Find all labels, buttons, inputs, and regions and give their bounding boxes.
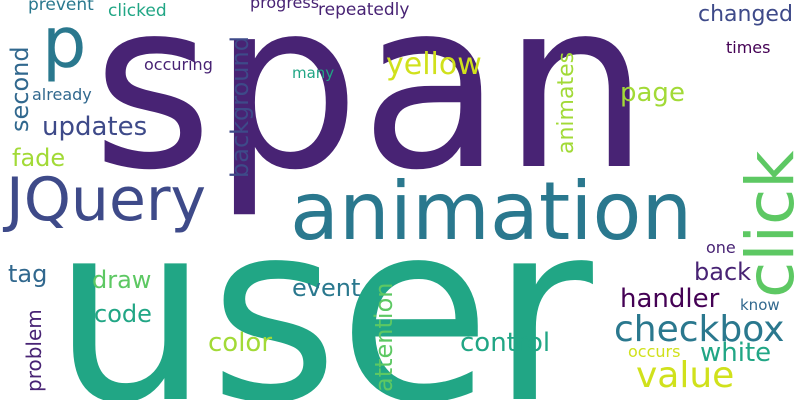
word-user: user bbox=[52, 170, 593, 400]
word-fade: fade bbox=[12, 144, 66, 172]
word-white: white bbox=[700, 338, 772, 368]
word-clicked: clicked bbox=[108, 1, 167, 21]
word-animates: animates bbox=[554, 51, 579, 154]
word-color: color bbox=[208, 328, 273, 358]
word-progress: progress bbox=[250, 0, 320, 12]
word-p: p bbox=[42, 2, 87, 84]
word-one: one bbox=[706, 238, 736, 257]
word-occurs: occurs bbox=[628, 342, 681, 361]
word-attention: attention bbox=[370, 282, 398, 392]
word-handler: handler bbox=[620, 284, 720, 314]
word-animation: animation bbox=[290, 165, 693, 258]
word-occuring: occuring bbox=[144, 55, 213, 74]
word-span: span bbox=[92, 0, 650, 221]
word-problem: problem bbox=[22, 309, 46, 392]
word-already: already bbox=[32, 85, 92, 104]
word-checkbox: checkbox bbox=[614, 309, 785, 350]
word-value: value bbox=[636, 355, 735, 396]
word-second: second bbox=[6, 46, 34, 132]
word-yellow: yellow bbox=[386, 47, 482, 82]
word-times: times bbox=[726, 38, 771, 57]
word-many: many bbox=[292, 64, 335, 82]
word-code: code bbox=[94, 300, 152, 328]
word-prevent: prevent bbox=[28, 0, 94, 15]
word-back: back bbox=[694, 258, 752, 286]
word-background: background bbox=[226, 36, 254, 178]
word-control: control bbox=[460, 328, 551, 358]
word-changed: changed bbox=[698, 2, 793, 27]
word-know: know bbox=[740, 296, 780, 314]
word-page: page bbox=[620, 78, 685, 108]
word-updates: updates bbox=[42, 112, 148, 142]
word-tag: tag bbox=[8, 260, 48, 288]
word-event: event bbox=[292, 274, 361, 302]
word-repeatedly: repeatedly bbox=[318, 0, 410, 20]
word-draw: draw bbox=[92, 266, 152, 294]
word-jquery: JQuery bbox=[6, 165, 207, 235]
